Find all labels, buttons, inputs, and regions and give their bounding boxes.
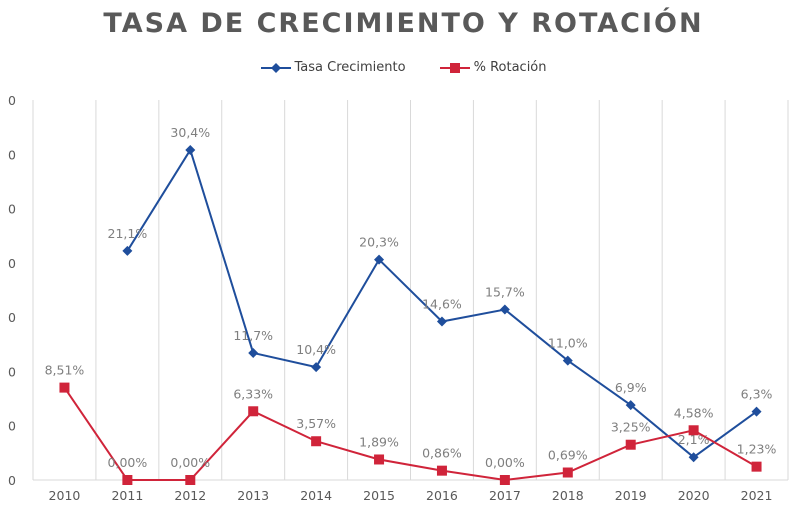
data-point-square xyxy=(625,439,636,450)
data-point-diamond xyxy=(248,347,259,358)
data-label: 3,25% xyxy=(611,420,651,435)
data-label: 8,51% xyxy=(45,363,85,378)
series-line-1 xyxy=(63,387,758,482)
data-point-square xyxy=(374,454,385,465)
data-point-square xyxy=(562,467,573,478)
x-tick-label: 2017 xyxy=(489,488,521,503)
legend-label: Tasa Crecimiento xyxy=(294,60,406,75)
x-tick-label: 2016 xyxy=(426,488,458,503)
data-label: 21,1% xyxy=(108,226,148,241)
data-point-diamond xyxy=(562,355,573,366)
legend-label: % Rotación xyxy=(473,60,547,75)
legend-item-tasa-crecimiento: Tasa Crecimiento xyxy=(260,60,406,75)
square-marker-icon xyxy=(439,62,470,73)
y-tick-label: 0 xyxy=(8,93,16,108)
data-label: 15,7% xyxy=(485,285,525,300)
x-tick-label: 2012 xyxy=(174,488,206,503)
data-label: 1,89% xyxy=(359,434,399,449)
x-tick-label: 2011 xyxy=(111,488,143,503)
data-point-square xyxy=(311,436,322,447)
x-tick-label: 2014 xyxy=(300,488,332,503)
data-point-square xyxy=(751,461,762,472)
data-point-diamond xyxy=(625,400,636,411)
data-point-square xyxy=(59,382,70,393)
data-point-square xyxy=(688,425,699,436)
data-point-diamond xyxy=(436,316,447,327)
data-label: 6,9% xyxy=(615,380,647,395)
data-label: 0,00% xyxy=(170,455,210,470)
data-label: 0,86% xyxy=(422,446,462,461)
x-tick-label: 2019 xyxy=(615,488,647,503)
data-point-diamond xyxy=(751,406,762,417)
data-point-diamond xyxy=(311,362,322,373)
data-label: 20,3% xyxy=(359,235,399,250)
data-point-diamond xyxy=(185,144,196,155)
data-label: 10,4% xyxy=(296,342,336,357)
x-tick-label: 2018 xyxy=(552,488,584,503)
y-tick-label: 0 xyxy=(8,256,16,271)
x-tick-label: 2013 xyxy=(237,488,269,503)
x-tick-label: 2010 xyxy=(49,488,81,503)
data-label: 6,3% xyxy=(741,387,773,402)
data-label: 1,23% xyxy=(737,442,777,457)
data-label: 14,6% xyxy=(422,296,462,311)
data-label: 11,0% xyxy=(548,336,588,351)
data-point-diamond xyxy=(122,245,133,256)
data-point-square xyxy=(436,465,447,476)
y-tick-label: 0 xyxy=(8,473,16,488)
diamond-marker-icon xyxy=(260,62,291,73)
data-point-diamond xyxy=(499,304,510,315)
data-label: 0,00% xyxy=(108,455,148,470)
y-tick-label: 0 xyxy=(8,364,16,379)
x-tick-label: 2021 xyxy=(741,488,773,503)
data-point-square xyxy=(185,475,196,485)
y-tick-label: 0 xyxy=(8,202,16,217)
data-label: 0,00% xyxy=(485,455,525,470)
data-label: 30,4% xyxy=(170,125,210,140)
data-point-square xyxy=(499,475,510,485)
data-label: 4,58% xyxy=(674,405,714,420)
legend: Tasa Crecimiento % Rotación xyxy=(0,60,807,75)
legend-item-rotacion: % Rotación xyxy=(439,60,547,75)
x-tick-label: 2020 xyxy=(678,488,710,503)
data-label: 0,69% xyxy=(548,448,588,463)
chart-title: TASA DE CRECIMIENTO Y ROTACIÓN xyxy=(103,8,704,39)
data-label: 3,57% xyxy=(296,416,336,431)
data-label: 11,7% xyxy=(233,328,273,343)
data-point-diamond xyxy=(688,452,699,463)
y-tick-label: 0 xyxy=(8,419,16,434)
data-point-diamond xyxy=(374,254,385,265)
data-point-square xyxy=(122,475,133,485)
y-tick-label: 0 xyxy=(8,310,16,325)
data-label: 6,33% xyxy=(233,386,273,401)
data-point-square xyxy=(248,406,259,417)
x-tick-label: 2015 xyxy=(363,488,395,503)
y-tick-label: 0 xyxy=(8,147,16,162)
